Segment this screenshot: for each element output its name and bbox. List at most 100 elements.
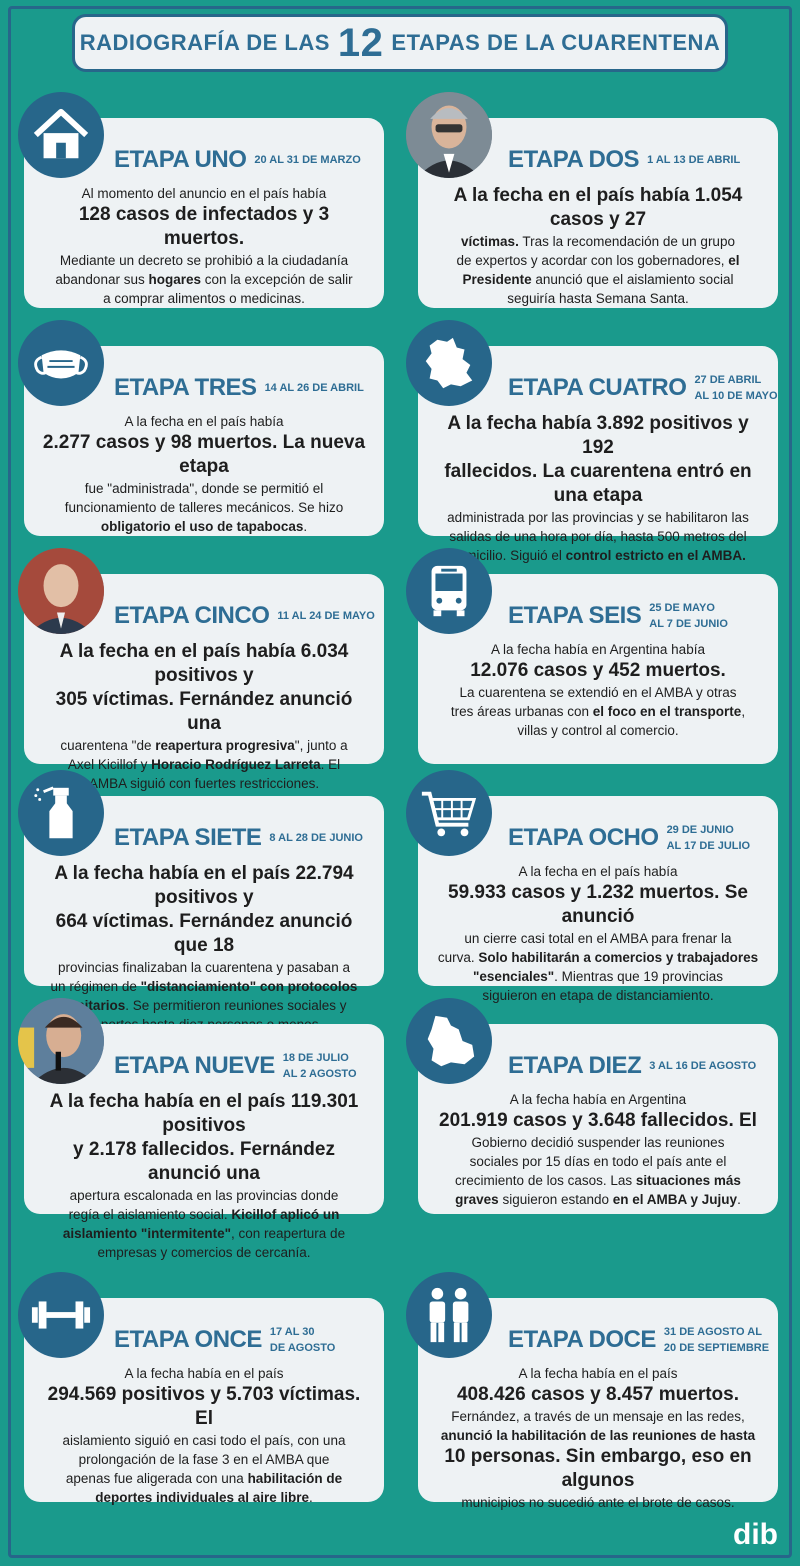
stage-text-line: Al momento del anuncio en el país había xyxy=(81,186,327,201)
highlight-text: víctimas. xyxy=(461,234,519,249)
stage-date-line: 11 AL 24 DE MAYO xyxy=(277,609,375,622)
stage-text-line: 128 casos de infectados y 3 muertos. xyxy=(78,204,330,249)
stage-text-line: Gobierno decidió suspender las reuniones xyxy=(471,1135,725,1150)
highlight-text: deportes individuales al aire libre xyxy=(95,1490,310,1505)
stage-date-line: 18 DE JULIO xyxy=(282,1051,349,1064)
stage-text-line: aislamiento siguió en casi todo el país,… xyxy=(62,1433,346,1448)
highlight-text: 1.054 casos y 27 xyxy=(549,185,743,230)
stage-text-line: 2.277 casos y 98 muertos. La nueva etapa xyxy=(42,432,366,477)
stage-title: ETAPA CINCO xyxy=(114,602,270,629)
highlight-text: 10 personas xyxy=(444,1446,556,1467)
stage-text-line: un régimen de "distanciamiento" con prot… xyxy=(50,979,358,994)
stage-date-line: 27 DE ABRIL xyxy=(694,373,762,386)
stage-description: A la fecha en el país había 2.277 casos y… xyxy=(42,412,366,536)
stage-text-line: A la fecha había en el país xyxy=(518,1366,678,1381)
highlight-text: control estricto en el AMBA. xyxy=(565,548,746,563)
stage-date-line: AL 17 DE JULIO xyxy=(666,840,751,852)
title-number: 12 xyxy=(337,21,384,65)
stage-description: A la fecha había en el país 22.794 posit… xyxy=(42,862,366,1034)
stage-card: ETAPA DOCE 31 DE AGOSTO AL 20 DE SEPTIEMBR… xyxy=(418,1298,778,1510)
stage-header: ETAPA DOCE 31 DE AGOSTO AL 20 DE SEPTIEMBR… xyxy=(508,1318,772,1362)
stage-text-line: apenas fue aligerada con una habilitació… xyxy=(65,1471,343,1486)
stage-title: ETAPA OCHO xyxy=(508,824,659,851)
highlight-text: obligatorio el uso de tapabocas xyxy=(100,519,304,534)
stage-dates: 11 AL 24 DE MAYO xyxy=(277,608,374,625)
stage-text-line: crecimiento de los casos. Las situacione… xyxy=(455,1173,741,1188)
dumbbell-icon xyxy=(18,1272,104,1358)
stage-text-line: A la fecha había en Argentina xyxy=(509,1092,687,1107)
highlight-text: 664 víctimas. xyxy=(55,911,174,932)
stage-text-line: fallecidos. La cuarentena entró en una e… xyxy=(444,461,752,506)
stage-date-line: 20 AL 31 DE MARZO xyxy=(254,153,361,166)
stage-description: A la fecha había en el país 408.426 casos… xyxy=(436,1364,760,1512)
stage-description: A la fecha había en el país 294.569 posit… xyxy=(42,1364,366,1507)
spray-bottle-icon xyxy=(18,770,104,856)
stage-title: ETAPA CUATRO xyxy=(508,374,687,401)
stage-text-line: empresas y comercios de cercanía. xyxy=(97,1245,311,1260)
president-photo xyxy=(406,92,492,178)
stage-text-line: aislamiento "intermitente", con reapertu… xyxy=(62,1226,346,1241)
stage-text-line: "esenciales". Mientras que 19 provincias xyxy=(473,969,723,984)
highlight-text: 3 muertos. xyxy=(163,204,330,249)
stage-header: ETAPA NUEVE 18 DE JULIO AL 2 AGOSTO xyxy=(114,1044,378,1088)
stage-text-line: apertura escalonada en las provincias do… xyxy=(69,1188,339,1203)
stage-text-line: domicilio. Siguió el control estricto en… xyxy=(450,548,746,563)
highlight-text: 408.426 casos y 8.457 muertos. xyxy=(456,1384,740,1405)
stage-card: ETAPA TRES 14 AL 26 DE ABRIL A la fecha en… xyxy=(24,346,384,536)
stage-dates: 29 DE JUNIO AL 17 DE JULIO xyxy=(667,822,751,855)
stage-text-line: deportes individuales al aire libre. xyxy=(95,1490,313,1505)
highlight-text: habilitación de xyxy=(247,1471,343,1486)
highlight-text: 201.919 casos y 3.648 fallecidos. xyxy=(439,1110,734,1131)
stage-text-line: administrada por las provincias y se hab… xyxy=(447,510,749,525)
stage-text-line: 201.919 casos y 3.648 fallecidos. El xyxy=(439,1110,757,1131)
stage-text-line: 305 víctimas. Fernández anunció una xyxy=(55,689,353,734)
stage-date-line: 14 AL 26 DE ABRIL xyxy=(264,381,364,394)
stage-text-line: abandonar sus hogares con la excepción d… xyxy=(55,272,353,287)
highlight-text: 12.076 casos y 452 muertos. xyxy=(470,660,726,681)
stage-card: ETAPA CUATRO 27 DE ABRIL AL 10 DE MAYO A la… xyxy=(418,346,778,563)
title-pre: RADIOGRAFÍA DE LAS xyxy=(79,30,330,55)
highlight-text: hogares xyxy=(148,272,201,287)
stage-text-line: A la fecha en el país había 6.034 positi… xyxy=(59,641,349,686)
stage-text-line: obligatorio el uso de tapabocas. xyxy=(100,519,308,534)
stage-dates: 25 DE MAYO AL 7 DE JUNIO xyxy=(649,600,728,633)
stage-dates: 3 AL 16 DE AGOSTO xyxy=(649,1058,756,1075)
stage-description: A la fecha había en el país 119.301 posi… xyxy=(42,1090,366,1262)
highlight-text: Presidente xyxy=(462,272,532,287)
stage-header: ETAPA CUATRO 27 DE ABRIL AL 10 DE MAYO xyxy=(508,366,778,410)
stage-title: ETAPA SIETE xyxy=(114,824,262,851)
stage-description: A la fecha en el país había 6.034 positi… xyxy=(42,640,366,793)
highlight-text: 119.301 positivos xyxy=(162,1091,359,1136)
stage-dates: 31 DE AGOSTO AL 20 DE SEPTIEMBRE xyxy=(664,1324,769,1357)
stage-text-line: A la fecha había en el país 22.794 posit… xyxy=(54,863,354,908)
face-mask-icon xyxy=(18,320,104,406)
highlight-text: graves xyxy=(455,1192,499,1207)
stage-card: ETAPA SEIS 25 DE MAYO AL 7 DE JUNIO A la fe… xyxy=(418,574,778,764)
stage-header: ETAPA DIEZ 3 AL 16 DE AGOSTO xyxy=(508,1044,772,1088)
stage-text-line: 408.426 casos y 8.457 muertos. xyxy=(436,1383,760,1407)
stage-title: ETAPA DIEZ xyxy=(508,1052,642,1079)
highlight-text: 3.892 positivos y 192 xyxy=(582,413,749,458)
stage-text-line: víctimas. Tras la recomendación de un gr… xyxy=(461,234,735,249)
stage-text-line: cuarentena "de reapertura progresiva", j… xyxy=(60,738,348,753)
stage-text-line: 294.569 positivos y 5.703 víctimas. El xyxy=(47,1384,361,1429)
highlight-text: "distanciamiento" con protocolos xyxy=(140,979,358,994)
stage-card: ETAPA UNO 20 AL 31 DE MARZO Al momento del… xyxy=(24,118,384,308)
people-icon xyxy=(406,1272,492,1358)
stage-description: A la fecha en el país había 1.054 casos … xyxy=(436,184,760,308)
stage-text-line: A la fecha había 3.892 positivos y 192 xyxy=(447,413,749,458)
stage-title: ETAPA NUEVE xyxy=(114,1052,275,1079)
stage-date-line: 20 DE SEPTIEMBRE xyxy=(663,1342,770,1354)
stage-text-line: La cuarentena se extendió en el AMBA y o… xyxy=(459,685,737,700)
highlight-text: el xyxy=(728,253,740,268)
stage-title: ETAPA SEIS xyxy=(508,602,642,629)
border-frame xyxy=(8,6,792,1558)
stage-card: ETAPA ONCE 17 AL 30 DE AGOSTO A la fecha ha… xyxy=(24,1298,384,1505)
title-banner: RADIOGRAFÍA DE LAS 12 ETAPAS DE LA CUARE… xyxy=(72,14,728,72)
stage-text-line: prolongación de la fase 3 en el AMBA que xyxy=(78,1452,330,1467)
stage-text-line: regía el aislamiento social. Kicillof ap… xyxy=(68,1207,340,1222)
highlight-text: 128 casos de infectados xyxy=(78,204,298,225)
stage-date-line: AL 2 AGOSTO xyxy=(282,1068,357,1080)
stage-text-line: A la fecha había en el país 119.301 posi… xyxy=(49,1091,359,1136)
